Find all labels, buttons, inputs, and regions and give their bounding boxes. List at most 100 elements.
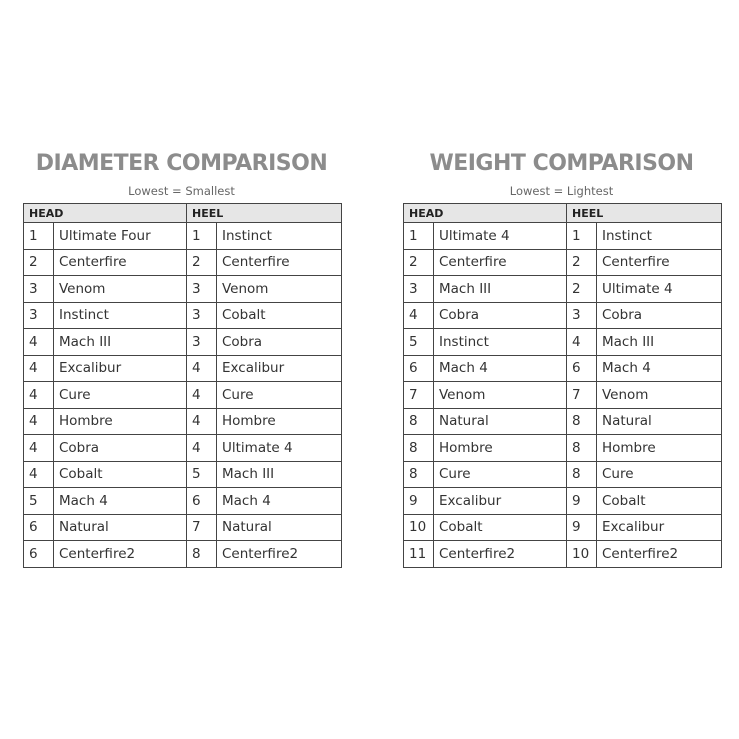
head-column-header: HEAD [23,203,187,223]
heel-rank-cell: 1 [186,222,217,250]
head-rank-cell: 5 [23,487,54,515]
table-row: 4 Cobra 3 Cobra [403,301,722,329]
heel-name-cell: Venom [216,275,342,303]
head-rank-cell: 4 [23,381,54,409]
heel-name-cell: Ultimate 4 [216,434,342,462]
table-row: 4 Hombre 4 Hombre [23,407,342,435]
head-name-cell: Venom [433,381,567,409]
head-rank-cell: 3 [23,301,54,329]
heel-name-cell: Centerfire [596,248,722,276]
head-rank-cell: 4 [403,301,434,329]
head-name-cell: Cobra [433,301,567,329]
head-rank-cell: 6 [403,354,434,382]
heel-rank-cell: 2 [566,248,597,276]
table-row: 5 Instinct 4 Mach III [403,328,722,356]
head-name-cell: Centerfire [53,248,187,276]
heel-name-cell: Venom [596,381,722,409]
heel-name-cell: Mach III [216,460,342,488]
heel-name-cell: Excalibur [596,513,722,541]
head-name-cell: Mach III [433,275,567,303]
heel-rank-cell: 4 [186,381,217,409]
heel-rank-cell: 2 [186,248,217,276]
table-row: 2 Centerfire 2 Centerfire [23,248,342,276]
heel-rank-cell: 8 [186,540,217,568]
table-row: 4 Cure 4 Cure [23,381,342,409]
head-name-cell: Ultimate 4 [433,222,567,250]
head-rank-cell: 5 [403,328,434,356]
heel-rank-cell: 6 [566,354,597,382]
heel-rank-cell: 8 [566,460,597,488]
heel-name-cell: Cure [596,460,722,488]
heel-rank-cell: 7 [186,513,217,541]
heel-rank-cell: 9 [566,513,597,541]
head-rank-cell: 7 [403,381,434,409]
head-name-cell: Instinct [433,328,567,356]
table-row: 10 Cobalt 9 Excalibur [403,513,722,541]
head-name-cell: Venom [53,275,187,303]
panel-subtitle: Lowest = Lightest [509,184,614,198]
head-rank-cell: 4 [23,434,54,462]
head-rank-cell: 11 [403,540,434,568]
table-row: 9 Excalibur 9 Cobalt [403,487,722,515]
table-row: 6 Centerfire2 8 Centerfire2 [23,540,342,568]
head-name-cell: Cobalt [53,460,187,488]
head-rank-cell: 8 [403,407,434,435]
table-row: 3 Instinct 3 Cobalt [23,301,342,329]
table-row: 1 Ultimate 4 1 Instinct [403,222,722,250]
header-row: HEAD HEEL [403,203,722,223]
head-name-cell: Cobra [53,434,187,462]
head-name-cell: Instinct [53,301,187,329]
heel-rank-cell: 3 [566,301,597,329]
diameter-comparison-panel: DIAMETER COMPARISON Lowest = Smallest HE… [23,148,342,568]
head-rank-cell: 4 [23,407,54,435]
head-rank-cell: 3 [23,275,54,303]
heel-rank-cell: 1 [566,222,597,250]
table-row: 7 Venom 7 Venom [403,381,722,409]
heel-name-cell: Cobalt [596,487,722,515]
table-row: 8 Cure 8 Cure [403,460,722,488]
head-rank-cell: 4 [23,354,54,382]
heel-rank-cell: 4 [186,354,217,382]
head-name-cell: Natural [433,407,567,435]
table-row: 8 Natural 8 Natural [403,407,722,435]
head-name-cell: Hombre [433,434,567,462]
head-name-cell: Excalibur [433,487,567,515]
heel-name-cell: Mach 4 [596,354,722,382]
heel-name-cell: Centerfire2 [596,540,722,568]
head-name-cell: Mach 4 [53,487,187,515]
head-rank-cell: 6 [23,513,54,541]
heel-rank-cell: 6 [186,487,217,515]
panel-title: DIAMETER COMPARISON [35,151,328,176]
table-row: 4 Cobra 4 Ultimate 4 [23,434,342,462]
heel-rank-cell: 5 [186,460,217,488]
head-rank-cell: 10 [403,513,434,541]
table-row: 3 Mach III 2 Ultimate 4 [403,275,722,303]
head-name-cell: Mach III [53,328,187,356]
heel-name-cell: Hombre [216,407,342,435]
heel-name-cell: Cobra [596,301,722,329]
diameter-table: HEAD HEEL 1 Ultimate Four 1 Instinct 2 Center… [23,203,342,568]
head-rank-cell: 2 [23,248,54,276]
table-row: 4 Mach III 3 Cobra [23,328,342,356]
head-name-cell: Mach 4 [433,354,567,382]
head-name-cell: Centerfire2 [433,540,567,568]
heel-name-cell: Natural [596,407,722,435]
heel-rank-cell: 3 [186,275,217,303]
heel-name-cell: Cobra [216,328,342,356]
table-row: 5 Mach 4 6 Mach 4 [23,487,342,515]
head-column-header: HEAD [403,203,567,223]
head-rank-cell: 3 [403,275,434,303]
table-row: 4 Cobalt 5 Mach III [23,460,342,488]
heel-name-cell: Cure [216,381,342,409]
heel-name-cell: Hombre [596,434,722,462]
head-rank-cell: 9 [403,487,434,515]
heel-rank-cell: 2 [566,275,597,303]
table-row: 2 Centerfire 2 Centerfire [403,248,722,276]
head-rank-cell: 8 [403,434,434,462]
heel-rank-cell: 4 [566,328,597,356]
head-name-cell: Ultimate Four [53,222,187,250]
heel-column-header: HEEL [566,203,722,223]
head-name-cell: Hombre [53,407,187,435]
panel-subtitle: Lowest = Smallest [128,184,235,198]
heel-name-cell: Cobalt [216,301,342,329]
